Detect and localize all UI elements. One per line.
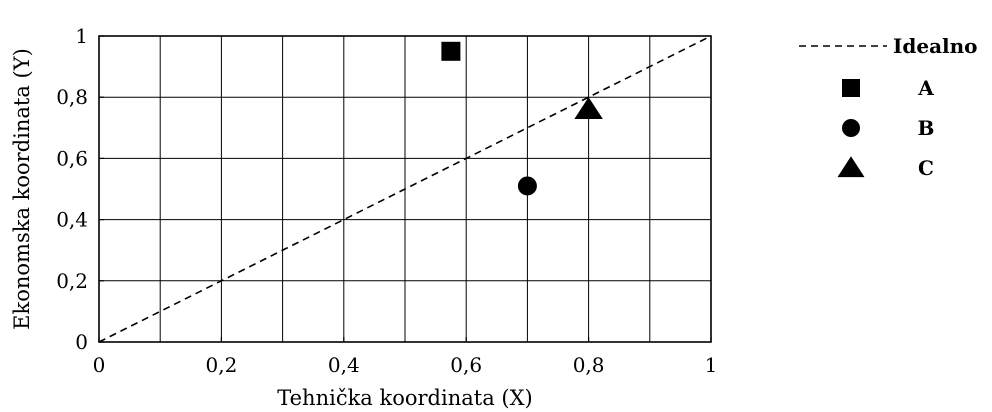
legend-triangle-icon — [837, 156, 865, 178]
point-a — [441, 41, 461, 61]
legend-label-b: B — [918, 116, 935, 140]
x-tick-label: 0,4 — [328, 353, 360, 377]
x-tick-labels: 0 0,2 0,4 0,6 0,8 1 — [93, 337, 718, 377]
y-tick-label: 0,8 — [56, 85, 88, 109]
point-b — [517, 176, 537, 196]
legend-label-ideal: Idealno — [893, 34, 978, 58]
ideal-line — [98, 35, 712, 343]
y-tick-labels: 0 0,2 0,4 0,6 0,8 1 — [56, 24, 104, 354]
x-tick-label: 1 — [705, 353, 718, 377]
y-tick-label: 0,6 — [56, 146, 88, 170]
x-tick-label: 0,2 — [205, 353, 237, 377]
y-tick-label: 0,2 — [56, 269, 88, 293]
legend-label-a: A — [917, 76, 934, 100]
y-axis-title: Ekonomska koordinata (Y) — [10, 48, 34, 330]
y-tick-label: 0 — [75, 330, 88, 354]
y-tick-label: 1 — [75, 24, 88, 48]
x-tick-label: 0,6 — [450, 353, 482, 377]
ideal-line-layer — [98, 35, 712, 343]
data-points — [441, 41, 603, 196]
x-tick-label: 0 — [93, 353, 106, 377]
legend-circle-icon — [842, 119, 860, 137]
legend: Idealno ABC — [799, 34, 978, 180]
plot-frame — [98, 35, 712, 343]
y-tick-label: 0,4 — [56, 208, 88, 232]
point-c — [574, 97, 603, 120]
legend-square-icon — [842, 79, 860, 97]
x-tick-label: 0,8 — [573, 353, 605, 377]
x-axis-title: Tehnička koordinata (X) — [277, 386, 532, 410]
legend-label-c: C — [918, 156, 934, 180]
